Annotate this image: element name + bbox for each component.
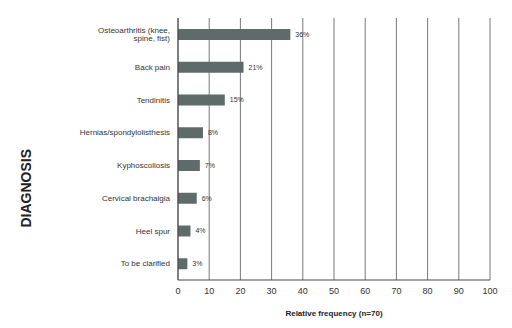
svg-text:60: 60	[360, 286, 370, 296]
svg-text:To be clarified: To be clarified	[121, 259, 170, 268]
svg-text:8%: 8%	[208, 129, 218, 136]
svg-text:3%: 3%	[192, 260, 202, 267]
svg-text:4%: 4%	[195, 227, 205, 234]
svg-text:50: 50	[329, 286, 339, 296]
svg-text:15%: 15%	[230, 96, 244, 103]
svg-text:Back pain: Back pain	[135, 63, 170, 72]
svg-text:36%: 36%	[295, 31, 309, 38]
svg-text:7%: 7%	[205, 162, 215, 169]
svg-text:Tendinitis: Tendinitis	[137, 96, 170, 105]
svg-text:70: 70	[391, 286, 401, 296]
svg-text:10: 10	[204, 286, 214, 296]
svg-text:Cervical brachalgia: Cervical brachalgia	[102, 194, 171, 203]
svg-text:80: 80	[423, 286, 433, 296]
svg-text:40: 40	[298, 286, 308, 296]
svg-text:90: 90	[454, 286, 464, 296]
svg-text:30: 30	[267, 286, 277, 296]
svg-text:21%: 21%	[249, 64, 263, 71]
svg-text:Kyphoscoliosis: Kyphoscoliosis	[117, 161, 170, 170]
svg-text:100: 100	[482, 286, 497, 296]
svg-text:6%: 6%	[202, 195, 212, 202]
svg-text:20: 20	[235, 286, 245, 296]
svg-text:Heel spur: Heel spur	[136, 227, 171, 236]
svg-text:Hernias/spondylolisthesis: Hernias/spondylolisthesis	[80, 128, 170, 137]
svg-text:DIAGNOSIS: DIAGNOSIS	[18, 149, 34, 228]
svg-text:Osteoarthritis (knee,spine, fi: Osteoarthritis (knee,spine, fist)	[98, 26, 170, 43]
svg-text:0: 0	[175, 286, 180, 296]
svg-text:Relative frequency (n=70): Relative frequency (n=70)	[285, 309, 382, 318]
